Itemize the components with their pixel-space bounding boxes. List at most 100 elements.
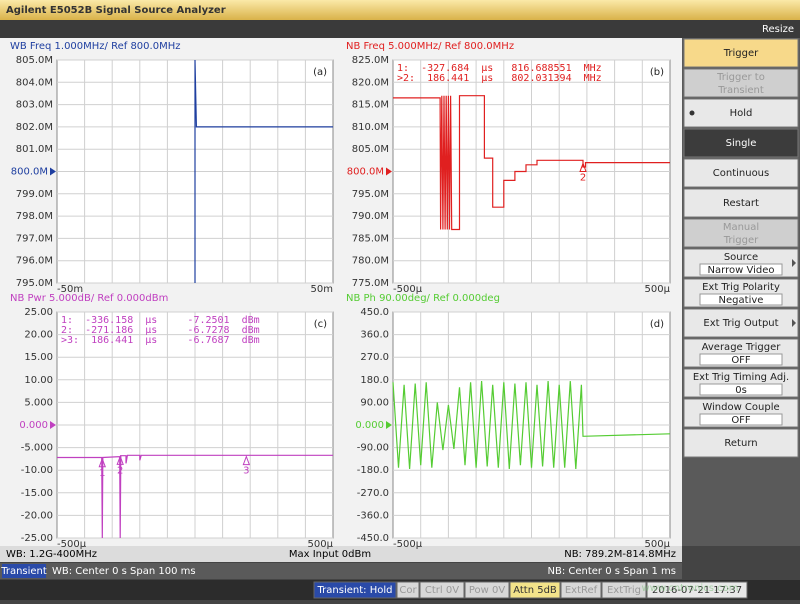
y-tick-label: 775.0M bbox=[352, 278, 389, 289]
y-tick-label: -10.00 bbox=[21, 465, 53, 476]
y-tick-label: -270.0 bbox=[357, 488, 389, 499]
y-tick-label: 180.0 bbox=[360, 375, 389, 386]
chart-title: WB Freq 1.000MHz/ Ref 800.0MHz bbox=[10, 41, 180, 52]
watermark: www.cntronics.com bbox=[642, 583, 739, 594]
y-tick-label: 20.00 bbox=[24, 330, 53, 341]
y-tick-label: 796.0M bbox=[16, 256, 53, 267]
softkey-label: Source bbox=[724, 252, 758, 263]
softkey-label: Hold bbox=[730, 108, 753, 119]
y-tick-label: 25.00 bbox=[24, 307, 53, 318]
chart-title: NB Freq 5.000MHz/ Ref 800.0MHz bbox=[346, 41, 514, 52]
y-tick-label: 790.0M bbox=[352, 211, 389, 222]
window-title: Agilent E5052B Signal Source Analyzer bbox=[6, 5, 226, 16]
y-tick-label: 90.00 bbox=[360, 397, 389, 408]
softkey-value: Trigger bbox=[723, 235, 759, 246]
status-text: Transient: Hold bbox=[317, 585, 393, 596]
status-text: Ctrl 0V bbox=[425, 585, 459, 596]
y-tick-label: 800.0M bbox=[11, 167, 48, 178]
x-tick-label: -500µ bbox=[57, 539, 87, 550]
y-tick-label: 803.0M bbox=[16, 100, 53, 111]
y-tick-label: -180.0 bbox=[357, 465, 389, 476]
softkey-label: Trigger bbox=[723, 48, 759, 59]
y-tick-label: 780.0M bbox=[352, 256, 389, 267]
y-tick-label: 798.0M bbox=[16, 211, 53, 222]
resize-button[interactable]: Resize bbox=[762, 24, 794, 35]
y-tick-label: 795.0M bbox=[16, 278, 53, 289]
y-tick-label: 802.0M bbox=[16, 122, 53, 133]
panel-label: (a) bbox=[313, 67, 327, 78]
y-tick-label: 0.000 bbox=[355, 420, 384, 431]
y-tick-label: 815.0M bbox=[352, 100, 389, 111]
panel-label: (d) bbox=[650, 319, 664, 330]
softkey-label: Average Trigger bbox=[702, 342, 782, 353]
softkey-value: OFF bbox=[731, 415, 751, 426]
y-tick-label: 795.0M bbox=[352, 189, 389, 200]
marker-flag-label: 3 bbox=[243, 466, 249, 477]
marker-readout: >2: 186.441 µs 802.031394 MHz bbox=[397, 73, 602, 84]
softkey-value: 0s bbox=[735, 385, 747, 396]
softkey-label: Single bbox=[726, 138, 757, 149]
y-tick-label: -360.0 bbox=[357, 510, 389, 521]
y-tick-label: 805.0M bbox=[352, 144, 389, 155]
y-tick-label: 801.0M bbox=[16, 144, 53, 155]
softkey-label: Trigger to bbox=[716, 72, 765, 83]
y-tick-label: 5.000 bbox=[24, 397, 53, 408]
chart-title: NB Pwr 5.000dB/ Ref 0.000dBm bbox=[10, 293, 168, 304]
y-tick-label: 800.0M bbox=[347, 167, 384, 178]
radio-dot bbox=[690, 111, 695, 116]
y-tick-label: -90.00 bbox=[357, 443, 389, 454]
y-tick-label: 785.0M bbox=[352, 233, 389, 244]
panel-label: (c) bbox=[314, 319, 327, 330]
y-tick-label: 825.0M bbox=[352, 55, 389, 66]
x-tick-label: 500µ bbox=[645, 284, 671, 295]
marker-flag-label: 2 bbox=[580, 172, 586, 183]
y-tick-label: 10.00 bbox=[24, 375, 53, 386]
softkey-label: Continuous bbox=[713, 168, 769, 179]
max-input: Max Input 0dBm bbox=[289, 549, 371, 560]
x-tick-label: 500µ bbox=[645, 539, 671, 550]
y-tick-label: -5.000 bbox=[21, 443, 53, 454]
softkey-label: Ext Trig Polarity bbox=[702, 282, 780, 293]
status-text: Pow 0V bbox=[469, 585, 506, 596]
status-text: ExtTrig bbox=[607, 585, 641, 596]
softkey-value: OFF bbox=[731, 355, 751, 366]
nb-range: NB: 789.2M-814.8MHz bbox=[564, 549, 676, 560]
wb-span: WB: Center 0 s Span 100 ms bbox=[52, 566, 196, 577]
y-tick-label: -25.00 bbox=[21, 533, 53, 544]
softkey-label: Window Couple bbox=[702, 402, 779, 413]
softkey-label: Return bbox=[724, 438, 757, 449]
y-tick-label: 450.0 bbox=[360, 307, 389, 318]
x-tick-label: -500µ bbox=[393, 539, 423, 550]
marker-flag-label: 2 bbox=[117, 465, 123, 476]
marker-flag-label: 1 bbox=[99, 468, 105, 479]
status-text: Attn 5dB bbox=[513, 585, 557, 596]
chart-title: NB Ph 90.00deg/ Ref 0.000deg bbox=[346, 293, 500, 304]
y-tick-label: -20.00 bbox=[21, 510, 53, 521]
y-tick-label: 799.0M bbox=[16, 189, 53, 200]
y-tick-label: 797.0M bbox=[16, 233, 53, 244]
y-tick-label: 0.000 bbox=[19, 420, 48, 431]
panel-label: (b) bbox=[650, 67, 664, 78]
softkey-label: Restart bbox=[723, 198, 759, 209]
softkey-label: Ext Trig Output bbox=[703, 318, 778, 329]
status-text: Cor bbox=[399, 585, 417, 596]
y-tick-label: -15.00 bbox=[21, 488, 53, 499]
softkey-value: Narrow Video bbox=[708, 265, 775, 276]
softkey-label: Manual bbox=[723, 222, 759, 233]
menu-bar bbox=[0, 20, 800, 38]
wb-range: WB: 1.2G-400MHz bbox=[6, 549, 97, 560]
y-tick-label: 820.0M bbox=[352, 77, 389, 88]
x-tick-label: 500µ bbox=[308, 539, 334, 550]
status-text: ExtRef bbox=[565, 585, 598, 596]
x-tick-label: 50m bbox=[311, 284, 333, 295]
y-tick-label: -450.0 bbox=[357, 533, 389, 544]
y-tick-label: 15.00 bbox=[24, 352, 53, 363]
softkey-value: Negative bbox=[719, 295, 764, 306]
y-tick-label: 804.0M bbox=[16, 77, 53, 88]
y-tick-label: 805.0M bbox=[16, 55, 53, 66]
softkey-value: Transient bbox=[717, 85, 764, 96]
y-tick-label: 270.0 bbox=[360, 352, 389, 363]
y-tick-label: 360.0 bbox=[360, 330, 389, 341]
y-tick-label: 810.0M bbox=[352, 122, 389, 133]
